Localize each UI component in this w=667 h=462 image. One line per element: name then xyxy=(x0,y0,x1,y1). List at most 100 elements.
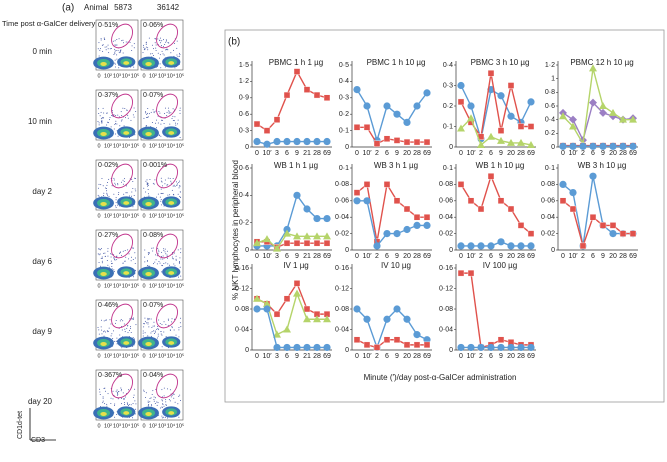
marker xyxy=(373,242,381,250)
event-dot xyxy=(122,183,124,185)
event-dot xyxy=(158,57,160,59)
event-dot xyxy=(147,182,149,184)
x-tick-label: 0 xyxy=(97,353,100,359)
event-dot xyxy=(172,120,174,122)
event-dot xyxy=(151,44,153,46)
flow-plot: 0·04% 0 10² 10³ 10⁴ 10⁵ xyxy=(138,369,184,429)
marker xyxy=(393,197,401,205)
event-dot xyxy=(115,120,117,122)
event-dot xyxy=(168,112,170,114)
x-tick-label: 10⁴ xyxy=(122,72,131,79)
event-dot xyxy=(98,195,100,197)
y-tick-label: 0·1 xyxy=(443,165,453,172)
event-dot xyxy=(117,393,119,395)
event-dot xyxy=(159,262,161,264)
event-dot xyxy=(158,261,160,263)
x-tick-label: 20 xyxy=(609,253,617,260)
marker xyxy=(313,214,321,223)
event-dot xyxy=(132,259,134,261)
event-dot xyxy=(161,324,163,326)
marker xyxy=(467,269,475,277)
gate-percent: 0·367% xyxy=(98,372,122,379)
event-dot xyxy=(175,255,177,257)
event-dot xyxy=(142,335,144,337)
marker xyxy=(517,242,525,250)
marker xyxy=(323,315,331,323)
density-blob xyxy=(168,131,175,135)
event-dot xyxy=(121,388,123,390)
event-dot xyxy=(102,396,104,398)
event-dot xyxy=(124,260,126,262)
event-dot xyxy=(179,112,181,114)
event-dot xyxy=(165,39,167,41)
event-dot xyxy=(122,179,124,181)
x-tick-label: 28 xyxy=(313,150,321,157)
event-dot xyxy=(165,262,167,264)
event-dot xyxy=(147,335,149,337)
event-dot xyxy=(151,326,153,328)
marker xyxy=(527,123,535,130)
event-dot xyxy=(164,126,166,128)
event-dot xyxy=(165,404,167,406)
marker xyxy=(569,205,577,213)
event-dot xyxy=(119,125,121,127)
event-dot xyxy=(172,258,174,260)
x-tick-label: 0 xyxy=(142,423,145,429)
event-dot xyxy=(101,256,103,258)
marker xyxy=(569,142,577,150)
event-dot xyxy=(100,249,102,251)
x-tick-label: 10⁴ xyxy=(122,142,131,149)
event-dot xyxy=(123,193,125,195)
event-dot xyxy=(178,52,180,54)
x-tick-label: 0 xyxy=(561,253,565,260)
x-tick-label: 6 xyxy=(385,150,389,157)
event-dot xyxy=(134,413,136,415)
event-dot xyxy=(107,121,109,123)
x-tick-label: 10⁴ xyxy=(122,212,131,219)
event-dot xyxy=(154,331,156,333)
event-dot xyxy=(150,332,152,334)
marker xyxy=(363,341,371,349)
event-dot xyxy=(132,114,134,116)
event-dot xyxy=(107,122,109,124)
event-dot xyxy=(107,250,109,252)
event-dot xyxy=(171,118,173,120)
chart-title: IV 1 µg xyxy=(283,261,309,270)
event-dot xyxy=(173,120,175,122)
event-dot xyxy=(147,252,149,254)
event-dot xyxy=(121,403,123,405)
x-tick-label: 20 xyxy=(403,150,411,157)
y-tick-label: 0·2 xyxy=(339,111,349,118)
marker xyxy=(323,137,331,146)
event-dot xyxy=(135,408,137,410)
event-dot xyxy=(180,317,182,319)
marker xyxy=(629,230,637,237)
event-dot xyxy=(158,135,160,137)
event-dot xyxy=(152,390,154,392)
chart-title: WB 1 h 1 µg xyxy=(274,161,318,170)
event-dot xyxy=(100,111,102,113)
marker xyxy=(423,89,431,97)
event-dot xyxy=(165,323,167,325)
event-dot xyxy=(102,400,104,402)
event-dot xyxy=(106,181,108,183)
density-blob xyxy=(123,201,130,205)
event-dot xyxy=(147,49,149,51)
event-dot xyxy=(99,393,101,395)
event-dot xyxy=(159,196,161,198)
event-dot xyxy=(166,184,168,186)
event-dot xyxy=(144,332,146,334)
x-tick-label: 28 xyxy=(517,253,525,260)
event-dot xyxy=(101,329,103,331)
event-dot xyxy=(161,255,163,257)
event-dot xyxy=(168,399,170,401)
flow-plot: 0·06% 0 10² 10³ 10⁴ 10⁵ xyxy=(138,19,184,79)
density-blob xyxy=(168,271,175,275)
chart-title: PBMC 3 h 10 µg xyxy=(471,58,530,67)
event-dot xyxy=(106,112,108,114)
y-tick-label: 0·08 xyxy=(541,181,555,188)
event-dot xyxy=(174,185,176,187)
event-dot xyxy=(131,318,133,320)
marker xyxy=(609,142,617,150)
x-tick-label: 9 xyxy=(601,253,605,260)
